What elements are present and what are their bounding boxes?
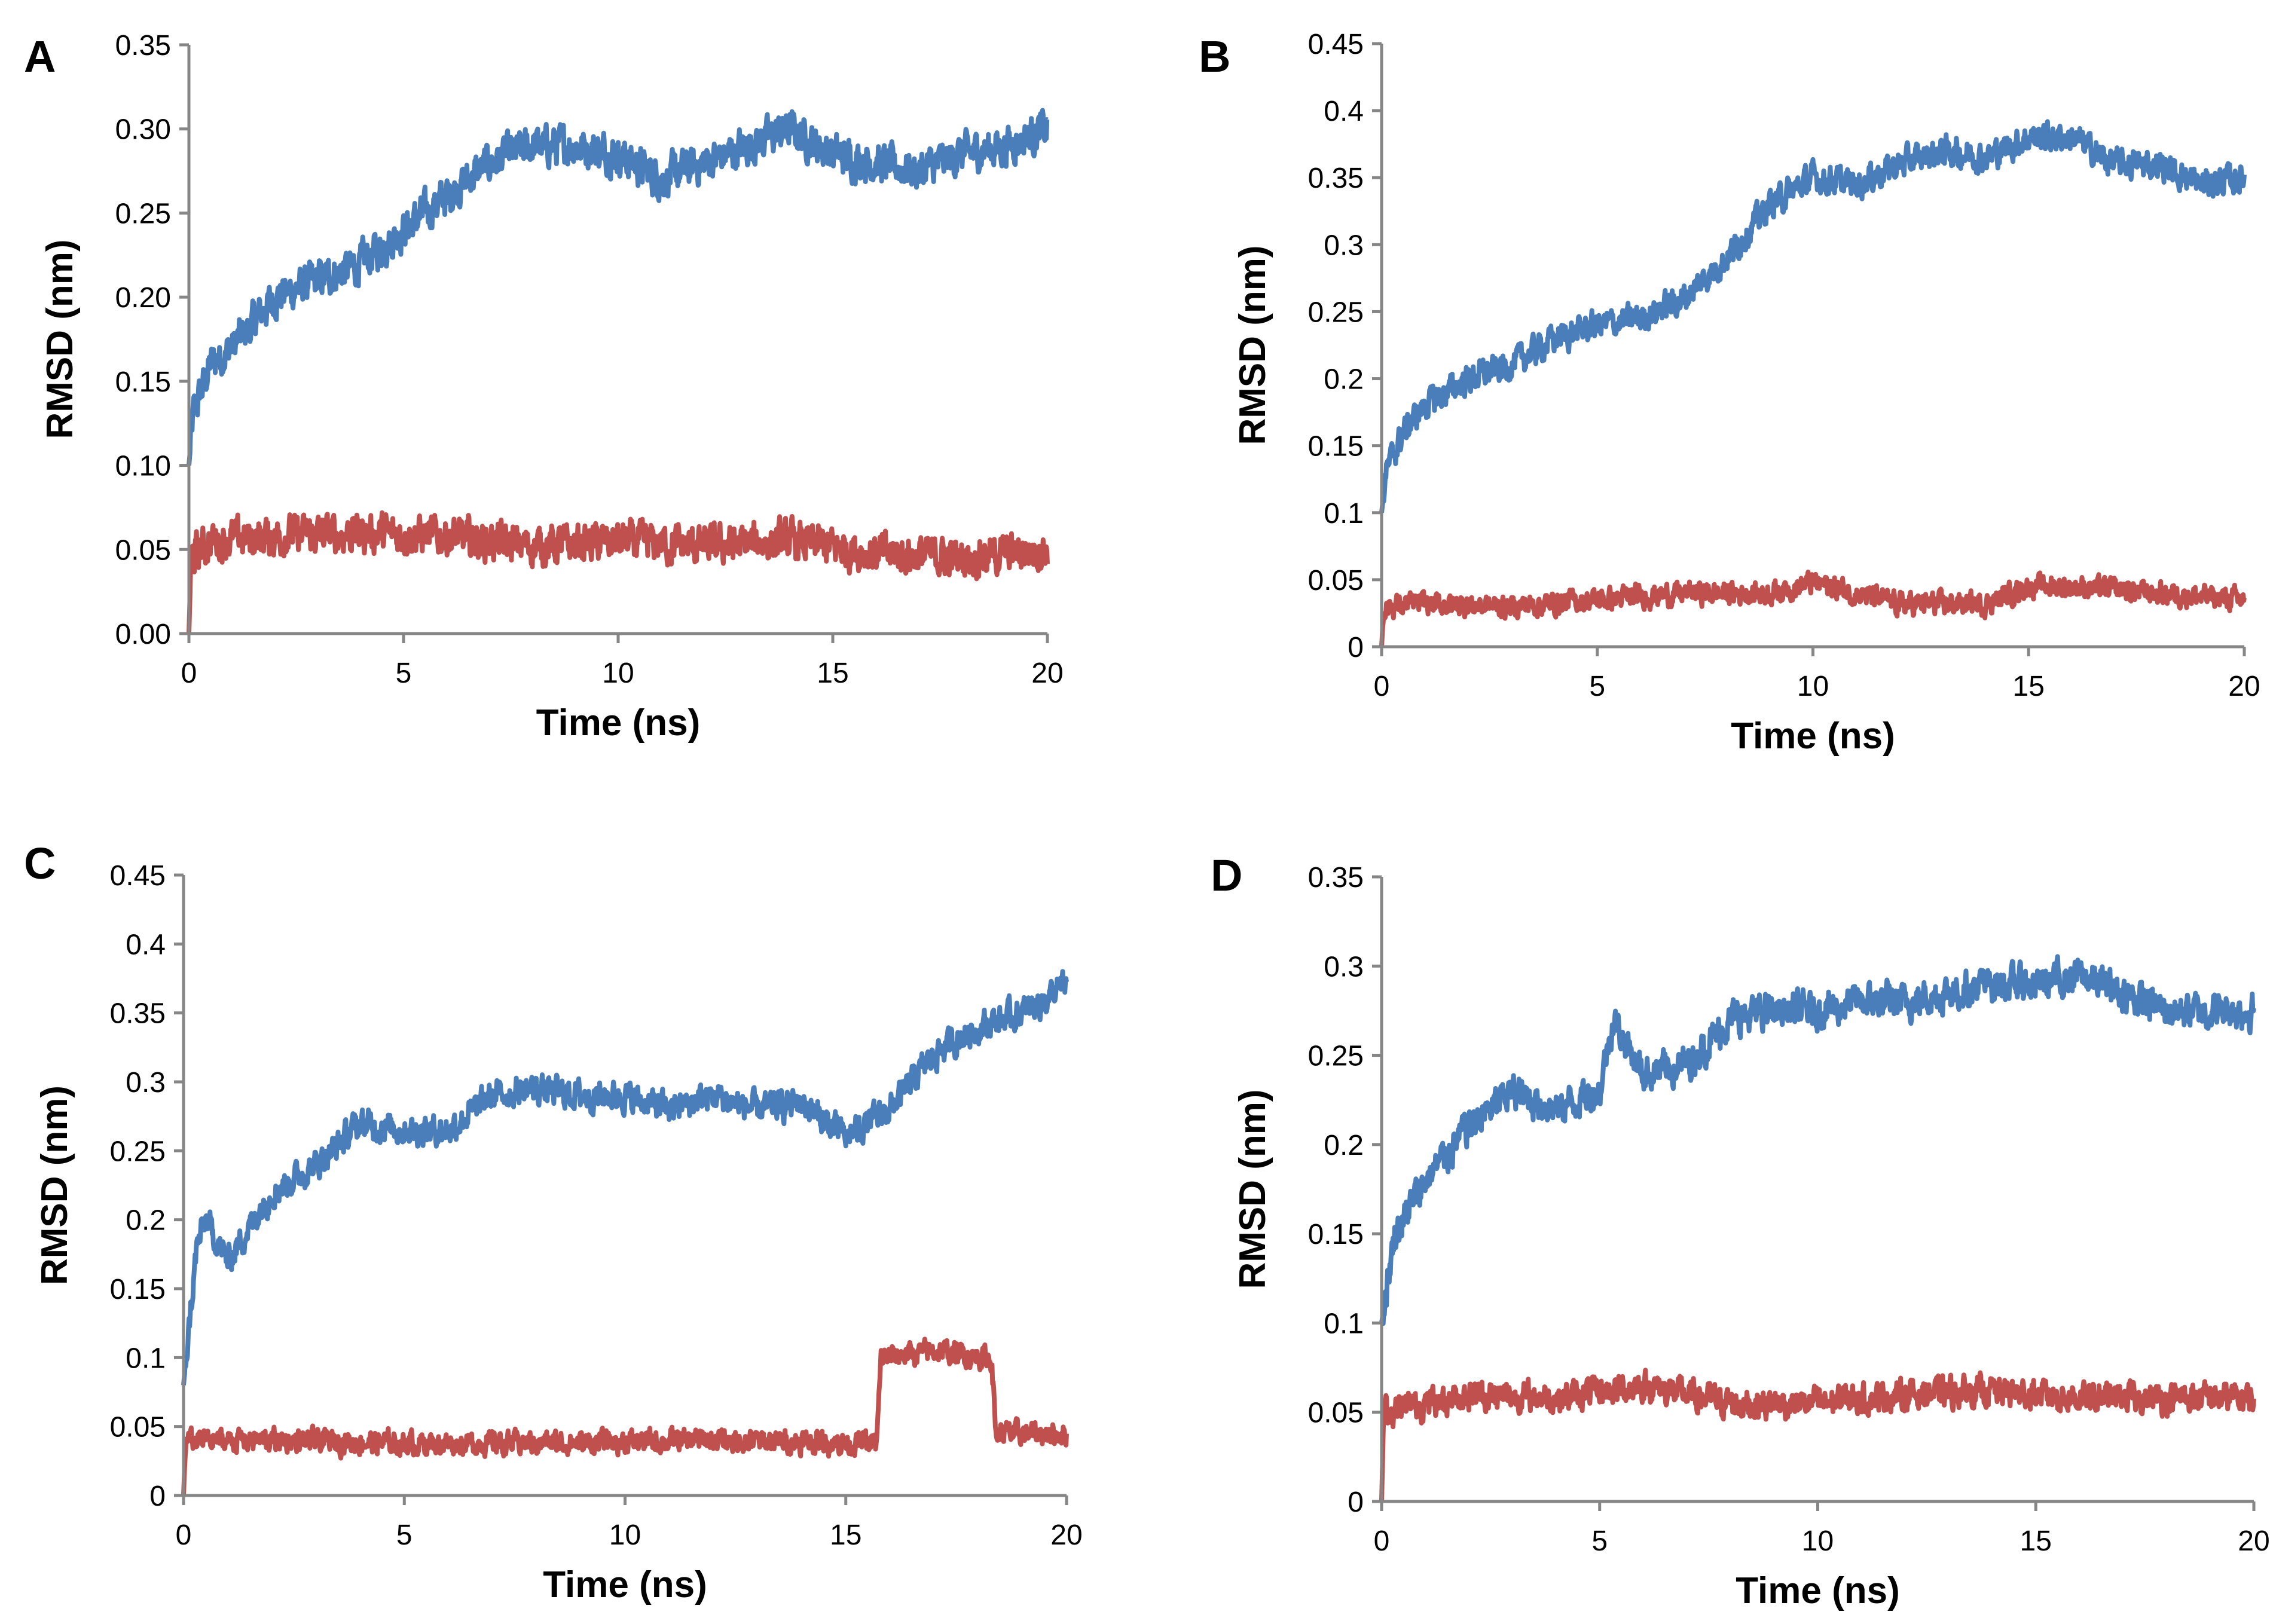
- x-tick-label: 0: [176, 1519, 192, 1551]
- x-axis-title: Time (ns): [1736, 1570, 1899, 1611]
- series-line-red: [181, 1336, 1069, 1496]
- y-tick-label: 0.3: [1324, 951, 1364, 983]
- y-tick-label: 0.1: [1324, 498, 1364, 530]
- y-tick-label: 0.1: [1324, 1308, 1364, 1339]
- y-tick-label: 0.15: [1308, 431, 1364, 463]
- series-line-blue: [1379, 119, 2247, 513]
- panel-label: C: [24, 839, 56, 888]
- y-tick-label: 0.35: [115, 30, 171, 62]
- series-line-blue: [181, 969, 1069, 1386]
- y-axis-title: RMSD (nm): [1232, 245, 1273, 445]
- x-tick-label: 5: [396, 657, 412, 689]
- x-tick-label: 5: [396, 1519, 413, 1551]
- y-axis-title: RMSD (nm): [39, 239, 81, 439]
- y-tick-label: 0: [1348, 632, 1364, 663]
- y-tick-label: 0.25: [1308, 1041, 1364, 1072]
- x-axis-title: Time (ns): [543, 1564, 707, 1605]
- series-line-blue: [187, 108, 1050, 466]
- y-axis-title: RMSD (nm): [1232, 1089, 1273, 1289]
- chart-panel-C: 0 0.05 0.1 0.15 0.2 0.25 0.3 0.35 0.4 0.45 0 5 10 15 2…: [24, 839, 1083, 1605]
- y-tick-label: 0.35: [1308, 862, 1364, 894]
- y-tick-label: 0: [1348, 1487, 1364, 1518]
- x-tick-label: 15: [2020, 1525, 2052, 1557]
- x-tick-label: 5: [1589, 671, 1605, 702]
- x-tick-label: 0: [1374, 1525, 1390, 1557]
- x-tick-label: 0: [181, 657, 197, 689]
- x-tick-label: 10: [609, 1519, 641, 1551]
- y-tick-label: 0.3: [1324, 230, 1364, 261]
- y-tick-label: 0.05: [110, 1412, 166, 1443]
- x-tick-label: 15: [817, 657, 848, 689]
- x-axis-title: Time (ns): [536, 702, 700, 744]
- y-tick-label: 0.4: [1324, 96, 1364, 127]
- y-tick-label: 0.35: [1308, 163, 1364, 194]
- x-tick-label: 15: [830, 1519, 861, 1551]
- y-tick-label: 0.30: [115, 114, 171, 146]
- y-tick-label: 0.15: [115, 366, 171, 398]
- y-tick-label: 0.35: [110, 998, 166, 1030]
- chart-panel-B: 0 0.05 0.1 0.15 0.2 0.25 0.3 0.35 0.4 0.45 0 5 10 15 2…: [1199, 29, 2260, 757]
- x-tick-label: 10: [1797, 671, 1829, 702]
- y-tick-label: 0.1: [126, 1342, 166, 1374]
- y-axis-title: RMSD (nm): [34, 1085, 75, 1285]
- x-tick-label: 15: [2013, 671, 2045, 702]
- chart-panel-D: 0 0.05 0.1 0.15 0.2 0.25 0.3 0.35 0 5 10 15 20 Time (…: [1211, 851, 2270, 1611]
- x-tick-label: 10: [602, 657, 634, 689]
- y-tick-label: 0.05: [115, 534, 171, 566]
- panel-label: A: [24, 32, 56, 81]
- x-tick-label: 0: [1374, 671, 1390, 702]
- y-tick-label: 0.15: [1308, 1219, 1364, 1250]
- y-tick-label: 0.20: [115, 282, 171, 314]
- y-tick-label: 0.05: [1308, 1397, 1364, 1429]
- y-tick-label: 0.2: [126, 1205, 166, 1237]
- x-tick-label: 5: [1591, 1525, 1608, 1557]
- x-axis-title: Time (ns): [1731, 715, 1895, 757]
- y-tick-label: 0.2: [1324, 364, 1364, 396]
- y-tick-label: 0.3: [126, 1067, 166, 1099]
- y-tick-label: 0.25: [1308, 296, 1364, 328]
- chart-panel-A: 0.00 0.05 0.10 0.15 0.20 0.25 0.30 0.35 0 5 10 15 20…: [24, 30, 1064, 744]
- series-line-blue: [1379, 954, 2256, 1326]
- y-tick-label: 0.05: [1308, 565, 1364, 597]
- series-line-red: [187, 510, 1050, 634]
- series-line-red: [1379, 1368, 2256, 1502]
- panel-label: B: [1199, 32, 1230, 81]
- y-tick-label: 0.25: [110, 1136, 166, 1167]
- y-tick-label: 0.00: [115, 619, 171, 650]
- y-tick-label: 0: [149, 1481, 166, 1512]
- y-tick-label: 0.15: [110, 1274, 166, 1305]
- y-tick-label: 0.10: [115, 451, 171, 482]
- series-line-red: [1379, 570, 2247, 647]
- y-tick-label: 0.45: [1308, 29, 1364, 60]
- x-tick-label: 20: [1031, 657, 1063, 689]
- y-tick-label: 0.45: [110, 860, 166, 892]
- y-tick-label: 0.2: [1324, 1130, 1364, 1161]
- x-tick-label: 10: [1802, 1525, 1834, 1557]
- x-tick-label: 20: [1050, 1519, 1082, 1551]
- panel-label: D: [1211, 851, 1242, 900]
- x-tick-label: 20: [2238, 1525, 2269, 1557]
- y-tick-label: 0.25: [115, 198, 171, 230]
- y-tick-label: 0.4: [126, 929, 166, 961]
- x-tick-label: 20: [2228, 671, 2260, 702]
